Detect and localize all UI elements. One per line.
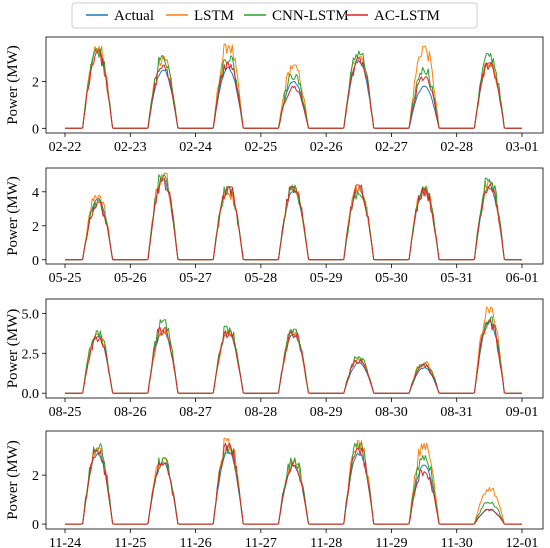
plot-frame (45, 36, 544, 134)
panel-1: 0 2 02-22 02-23 02-24 02-25 02-26 02-27 02-28 03-… (5, 36, 544, 155)
x-tick-label: 05-29 (310, 271, 343, 286)
x-tick-label: 08-25 (49, 405, 82, 420)
x-tick-label: 11-30 (441, 536, 473, 548)
legend-label: LSTM (194, 8, 234, 24)
series-line-ac-lstm (65, 319, 522, 394)
x-tick-label: 11-28 (310, 536, 342, 548)
y-tick-label: 2 (32, 469, 39, 484)
series-line-ac-lstm (65, 442, 522, 525)
y-tick-label: 0.0 (22, 387, 40, 402)
x-tick-label: 05-26 (114, 271, 147, 286)
series-line-cnn-lstm (65, 316, 522, 394)
y-tick-label: 0 (32, 122, 39, 137)
x-tick-label: 08-28 (245, 405, 278, 420)
x-tick-label: 05-30 (375, 271, 408, 286)
x-tick-label: 11-27 (245, 536, 277, 548)
panel-3: 0.0 2.5 5.0 08-25 08-26 08-27 08-28 08-29 08-30 0… (5, 298, 544, 420)
legend-item-lstm: LSTM (166, 8, 234, 24)
legend-item-cnn-lstm: CNN-LSTM (244, 8, 349, 24)
plot-frame (45, 167, 544, 265)
y-axis-label: Power (MW) (5, 309, 21, 389)
x-tick-label: 11-24 (49, 536, 81, 548)
series-line-ac-lstm (65, 50, 522, 129)
legend-frame (71, 2, 478, 29)
x-tick-label: 02-25 (245, 140, 278, 155)
x-tick-label: 02-28 (440, 140, 473, 155)
panel-4: 0 2 11-24 11-25 11-26 11-27 11-28 11-29 11-30 12-… (5, 430, 544, 548)
x-tick-label: 02-23 (114, 140, 147, 155)
y-tick-label: 5.0 (22, 307, 40, 322)
x-tick-label: 08-29 (310, 405, 343, 420)
x-tick-label: 05-27 (179, 271, 212, 286)
x-tick-label: 02-27 (375, 140, 408, 155)
x-tick-label: 02-22 (49, 140, 82, 155)
legend-label: Actual (114, 8, 154, 24)
plot-frame (45, 430, 544, 530)
x-tick-label: 08-27 (179, 405, 212, 420)
x-tick-label: 08-26 (114, 405, 147, 420)
y-axis-label: Power (MW) (5, 45, 21, 125)
x-tick-label: 11-29 (375, 536, 407, 548)
series-lines (65, 306, 522, 394)
legend: Actual LSTM CNN-LSTM AC-LSTM (71, 2, 478, 29)
legend-item-actual: Actual (86, 8, 154, 24)
series-lines (65, 43, 522, 129)
series-lines (65, 437, 522, 525)
series-line-actual (65, 48, 522, 129)
series-line-ac-lstm (65, 177, 522, 261)
y-tick-label: 0 (32, 254, 39, 269)
x-tick-label: 05-31 (440, 271, 473, 286)
x-tick-label: 05-25 (49, 271, 82, 286)
series-lines (65, 172, 522, 261)
x-tick-label: 11-25 (114, 536, 146, 548)
series-line-cnn-lstm (65, 48, 522, 129)
series-line-lstm (65, 437, 522, 525)
panel-2: 0 2 4 05-25 05-26 05-27 05-28 05-29 05-30 05-31 06… (5, 167, 544, 286)
x-tick-label: 02-26 (310, 140, 343, 155)
x-tick-label: 11-26 (179, 536, 211, 548)
y-axis-label: Power (MW) (5, 440, 21, 520)
y-tick-label: 2 (32, 220, 39, 235)
series-line-lstm (65, 306, 522, 394)
series-line-lstm (65, 43, 522, 129)
legend-label: AC-LSTM (374, 8, 440, 24)
y-tick-label: 2 (32, 75, 39, 90)
x-tick-label: 02-24 (179, 140, 212, 155)
series-line-lstm (65, 172, 522, 261)
legend-label: CNN-LSTM (272, 8, 349, 24)
x-tick-label: 06-01 (506, 271, 539, 286)
y-tick-label: 4 (32, 186, 39, 201)
x-tick-label: 05-28 (245, 271, 278, 286)
y-tick-label: 2.5 (22, 347, 40, 362)
x-tick-label: 03-01 (506, 140, 539, 155)
x-tick-label: 12-01 (506, 536, 539, 548)
y-tick-label: 0 (32, 518, 39, 533)
x-tick-label: 09-01 (506, 405, 539, 420)
y-axis-label: Power (MW) (5, 176, 21, 256)
plot-frame (45, 298, 544, 399)
x-tick-label: 08-31 (440, 405, 473, 420)
x-tick-label: 08-30 (375, 405, 408, 420)
series-line-cnn-lstm (65, 442, 522, 525)
legend-item-ac-lstm: AC-LSTM (346, 8, 440, 24)
